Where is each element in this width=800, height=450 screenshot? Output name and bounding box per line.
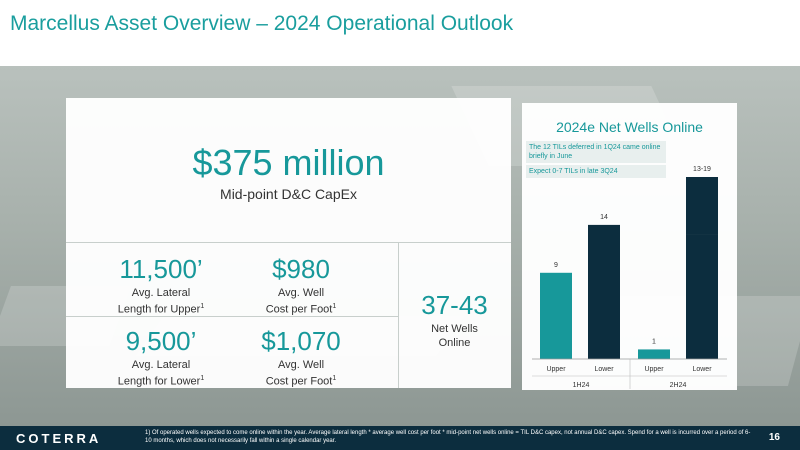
chart-title: 2024e Net Wells Online xyxy=(556,119,703,135)
metric-label: Avg. Lateral Length for Upper1 xyxy=(117,287,205,316)
metric-label: Avg. Well Cost per Foot1 xyxy=(265,287,337,316)
bar xyxy=(638,349,670,359)
coterra-logo: COTERRA xyxy=(16,431,102,446)
metric-value: 11,500’ xyxy=(119,254,203,284)
divider xyxy=(398,242,399,388)
footnote: 1) Of operated wells expected to come on… xyxy=(145,430,751,444)
bar xyxy=(540,272,572,359)
page-title: Marcellus Asset Overview – 2024 Operatio… xyxy=(10,12,514,35)
bar xyxy=(686,234,718,359)
metric-label: Avg. Well Cost per Foot1 xyxy=(265,359,337,388)
title-bar: Marcellus Asset Overview – 2024 Operatio… xyxy=(0,0,800,66)
bar-chart: 9 Upper 14 Lower 1 Upper 13-19 Lower 1H24 2H24 xyxy=(532,166,727,389)
bar-value-label: 1 xyxy=(652,338,656,345)
bar-range xyxy=(686,177,718,235)
category-label: Upper xyxy=(644,366,664,373)
bar-value-label: 14 xyxy=(600,214,608,221)
footer: COTERRA 1) Of operated wells expected to… xyxy=(0,426,800,450)
metric-value: $1,070 xyxy=(261,326,341,356)
net-wells-value: 37-43 xyxy=(421,290,488,320)
chart-note: Expect 0-7 TILs in late 3Q24 xyxy=(526,165,666,178)
divider xyxy=(66,316,398,317)
metric-value: 9,500’ xyxy=(125,326,197,356)
category-label: Lower xyxy=(692,366,712,373)
category-label: Upper xyxy=(546,366,566,373)
bar-value-label: 9 xyxy=(554,262,558,269)
group-label: 2H24 xyxy=(670,382,687,389)
divider xyxy=(66,242,511,243)
capex-value: $375 million xyxy=(192,142,385,183)
chart-panel: 2024e Net Wells Online The 12 TILs defer… xyxy=(522,103,737,390)
capex-label: Mid-point D&C CapEx xyxy=(220,186,357,202)
metric-label: Avg. Lateral Length for Lower1 xyxy=(117,359,205,388)
metric-value: $980 xyxy=(272,254,330,284)
page-number: 16 xyxy=(768,432,780,443)
category-label: Lower xyxy=(594,366,614,373)
group-label: 1H24 xyxy=(573,382,590,389)
capex-panel: $375 million Mid-point D&C CapEx 11,500’… xyxy=(66,98,511,388)
chart-note: The 12 TILs deferred in 1Q24 came online… xyxy=(526,141,666,163)
net-wells-label: Net Wells Online xyxy=(431,323,478,349)
bar xyxy=(588,224,620,359)
bar-value-label: 13-19 xyxy=(693,166,711,173)
